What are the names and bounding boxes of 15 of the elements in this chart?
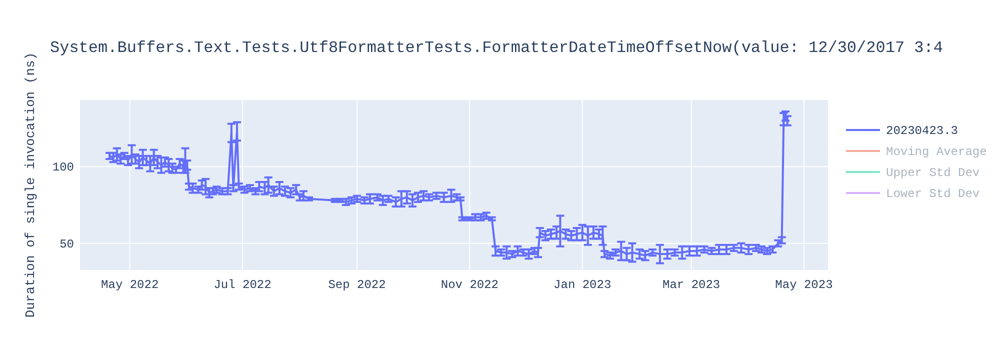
x-tick-label: Sep 2022 [328,278,386,292]
x-tick-label: Nov 2022 [440,278,499,292]
legend-label: 20230423.3 [886,124,958,138]
legend-label: Upper Std Dev [886,166,980,180]
x-tick-label: May 2022 [101,278,159,292]
y-tick-label: 100 [52,160,74,175]
y-axis-title: Duration of single invocation (ns) [23,52,38,318]
x-tick-label: Jul 2022 [214,278,272,292]
x-tick-label: May 2023 [775,278,833,292]
legend-label: Lower Std Dev [886,187,980,201]
x-tick-label: Jan 2023 [554,278,612,292]
legend-label: Moving Average [886,145,987,159]
y-tick-label: 50 [60,237,74,252]
chart-title: System.Buffers.Text.Tests.Utf8FormatterTests.FormatterDateTimeOffsetNow(value: 12/30/2017 3:4 [50,39,943,57]
x-tick-label: Mar 2023 [662,278,720,292]
